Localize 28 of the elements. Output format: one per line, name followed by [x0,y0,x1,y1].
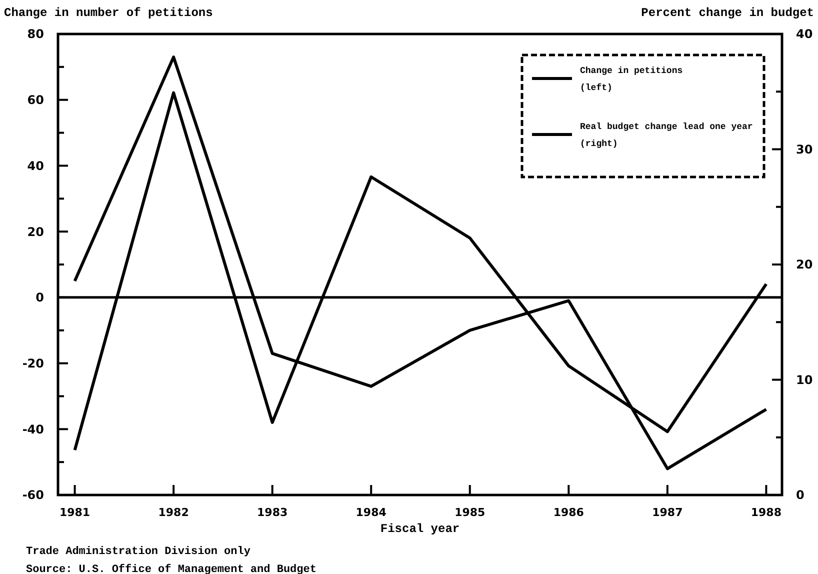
x-tick-label: 1986 [553,506,584,519]
y-tick-label: 0 [36,290,44,305]
y-tick-label: 80 [27,27,44,42]
legend-label: Real budget change lead one year (right) [580,122,753,149]
y2-tick-label: 10 [796,372,813,387]
x-tick-label: 1983 [257,506,288,519]
x-tick-label: 1987 [652,506,683,519]
y-tick-label: 60 [27,93,44,108]
x-tick-label: 1982 [158,506,189,519]
y-axis-title: Change in number of petitions [4,6,213,20]
x-axis-title: Fiscal year [380,522,460,536]
y-tick-label: -40 [22,422,44,436]
y-tick-label: 20 [27,224,44,239]
y2-tick-label: 20 [796,258,813,272]
x-tick-label: 1988 [750,506,782,519]
source-note: Source: U.S. Office of Management and Budget [26,563,316,574]
legend-label: Change in petitions (left) [580,66,683,93]
y2-tick-label: 0 [796,488,804,502]
y-tick-label: 40 [27,158,44,173]
text: Trade Administration Division only [26,546,251,558]
y2-tick-label: 30 [796,142,813,156]
x-tick-label: 1985 [454,506,486,519]
x-tick-label: 1984 [356,506,387,519]
y2-tick-label: 40 [796,27,813,42]
y-tick-label: -20 [22,356,44,370]
y2-axis-title: Percent change in budget [641,6,814,20]
x-tick-label: 1981 [59,506,90,519]
y-tick-label: -60 [22,488,44,502]
